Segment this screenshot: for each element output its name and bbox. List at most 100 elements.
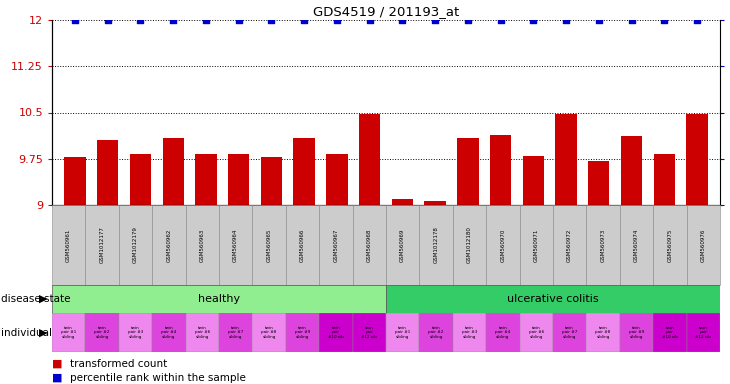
- Text: GSM560962: GSM560962: [166, 228, 172, 262]
- Text: twin
pair #9
sibling: twin pair #9 sibling: [629, 326, 644, 339]
- FancyBboxPatch shape: [386, 285, 720, 313]
- Text: individual: individual: [1, 328, 53, 338]
- Bar: [556, 114, 577, 205]
- Text: twin
pair #6
sibling: twin pair #6 sibling: [529, 326, 544, 339]
- FancyBboxPatch shape: [185, 205, 219, 285]
- Text: GSM560966: GSM560966: [300, 228, 305, 262]
- FancyBboxPatch shape: [286, 313, 319, 352]
- Text: GSM1012179: GSM1012179: [133, 227, 138, 263]
- Text: twin
pair #2
sibling: twin pair #2 sibling: [429, 326, 444, 339]
- Text: GSM560969: GSM560969: [400, 228, 405, 262]
- Text: ■: ■: [52, 359, 63, 369]
- FancyBboxPatch shape: [253, 313, 286, 352]
- FancyBboxPatch shape: [152, 313, 185, 352]
- Text: GSM560974: GSM560974: [634, 228, 639, 262]
- FancyBboxPatch shape: [119, 313, 152, 352]
- FancyBboxPatch shape: [253, 205, 286, 285]
- Point: [299, 17, 310, 23]
- FancyBboxPatch shape: [453, 313, 486, 352]
- Text: twin
pair #3
sibling: twin pair #3 sibling: [128, 326, 143, 339]
- FancyBboxPatch shape: [520, 313, 553, 352]
- Text: GSM560976: GSM560976: [701, 228, 706, 262]
- FancyBboxPatch shape: [52, 285, 386, 313]
- FancyBboxPatch shape: [486, 205, 520, 285]
- Bar: [686, 114, 707, 205]
- Bar: [293, 138, 315, 205]
- Bar: [163, 138, 184, 205]
- Bar: [653, 154, 675, 205]
- FancyBboxPatch shape: [453, 205, 486, 285]
- FancyBboxPatch shape: [185, 313, 219, 352]
- Text: twin
pair
#10 sib: twin pair #10 sib: [662, 326, 677, 339]
- FancyBboxPatch shape: [653, 205, 687, 285]
- FancyBboxPatch shape: [520, 205, 553, 285]
- Bar: [457, 138, 478, 205]
- Point: [266, 17, 277, 23]
- FancyBboxPatch shape: [420, 313, 453, 352]
- FancyBboxPatch shape: [85, 205, 119, 285]
- Text: GSM560971: GSM560971: [534, 228, 539, 262]
- Bar: [490, 135, 511, 205]
- Point: [560, 17, 572, 23]
- Point: [462, 17, 474, 23]
- FancyBboxPatch shape: [687, 205, 720, 285]
- Bar: [261, 157, 282, 205]
- FancyBboxPatch shape: [52, 313, 85, 352]
- Text: percentile rank within the sample: percentile rank within the sample: [70, 373, 246, 383]
- Point: [528, 17, 539, 23]
- FancyBboxPatch shape: [119, 205, 152, 285]
- Bar: [64, 157, 85, 205]
- Text: twin
pair
#12 sib: twin pair #12 sib: [361, 326, 377, 339]
- Text: twin
pair #8
sibling: twin pair #8 sibling: [261, 326, 277, 339]
- Text: twin
pair #4
sibling: twin pair #4 sibling: [161, 326, 177, 339]
- Text: GSM560975: GSM560975: [667, 228, 672, 262]
- Text: GSM560967: GSM560967: [334, 228, 339, 262]
- Point: [626, 17, 637, 23]
- Text: GSM560970: GSM560970: [500, 228, 505, 262]
- Text: GSM1012180: GSM1012180: [467, 227, 472, 263]
- Bar: [424, 201, 446, 205]
- Point: [495, 17, 507, 23]
- FancyBboxPatch shape: [386, 205, 420, 285]
- Text: twin
pair #2
sibling: twin pair #2 sibling: [94, 326, 110, 339]
- Text: ▶: ▶: [39, 294, 47, 304]
- Point: [69, 17, 81, 23]
- Bar: [97, 140, 118, 205]
- Text: twin
pair #7
sibling: twin pair #7 sibling: [228, 326, 243, 339]
- FancyBboxPatch shape: [687, 313, 720, 352]
- Text: ■: ■: [52, 373, 63, 383]
- Text: twin
pair #1
sibling: twin pair #1 sibling: [395, 326, 410, 339]
- Point: [396, 17, 408, 23]
- Point: [691, 17, 703, 23]
- Text: twin
pair #7
sibling: twin pair #7 sibling: [562, 326, 577, 339]
- Point: [167, 17, 179, 23]
- FancyBboxPatch shape: [319, 313, 353, 352]
- FancyBboxPatch shape: [653, 313, 687, 352]
- Point: [658, 17, 670, 23]
- Text: disease state: disease state: [1, 294, 71, 304]
- FancyBboxPatch shape: [586, 205, 620, 285]
- Point: [429, 17, 441, 23]
- Text: GSM560964: GSM560964: [233, 228, 238, 262]
- FancyBboxPatch shape: [620, 205, 653, 285]
- Point: [593, 17, 604, 23]
- Text: GSM560963: GSM560963: [200, 228, 205, 262]
- Bar: [523, 156, 544, 205]
- Bar: [621, 136, 642, 205]
- FancyBboxPatch shape: [219, 205, 253, 285]
- Text: ulcerative colitis: ulcerative colitis: [507, 294, 599, 304]
- FancyBboxPatch shape: [553, 205, 586, 285]
- FancyBboxPatch shape: [286, 205, 319, 285]
- FancyBboxPatch shape: [486, 313, 520, 352]
- Point: [134, 17, 146, 23]
- Bar: [326, 154, 347, 205]
- Text: GSM560973: GSM560973: [601, 228, 606, 262]
- Point: [101, 17, 113, 23]
- FancyBboxPatch shape: [353, 313, 386, 352]
- FancyBboxPatch shape: [353, 205, 386, 285]
- FancyBboxPatch shape: [219, 313, 253, 352]
- Text: twin
pair #8
sibling: twin pair #8 sibling: [596, 326, 611, 339]
- FancyBboxPatch shape: [420, 205, 453, 285]
- Text: transformed count: transformed count: [70, 359, 167, 369]
- FancyBboxPatch shape: [586, 313, 620, 352]
